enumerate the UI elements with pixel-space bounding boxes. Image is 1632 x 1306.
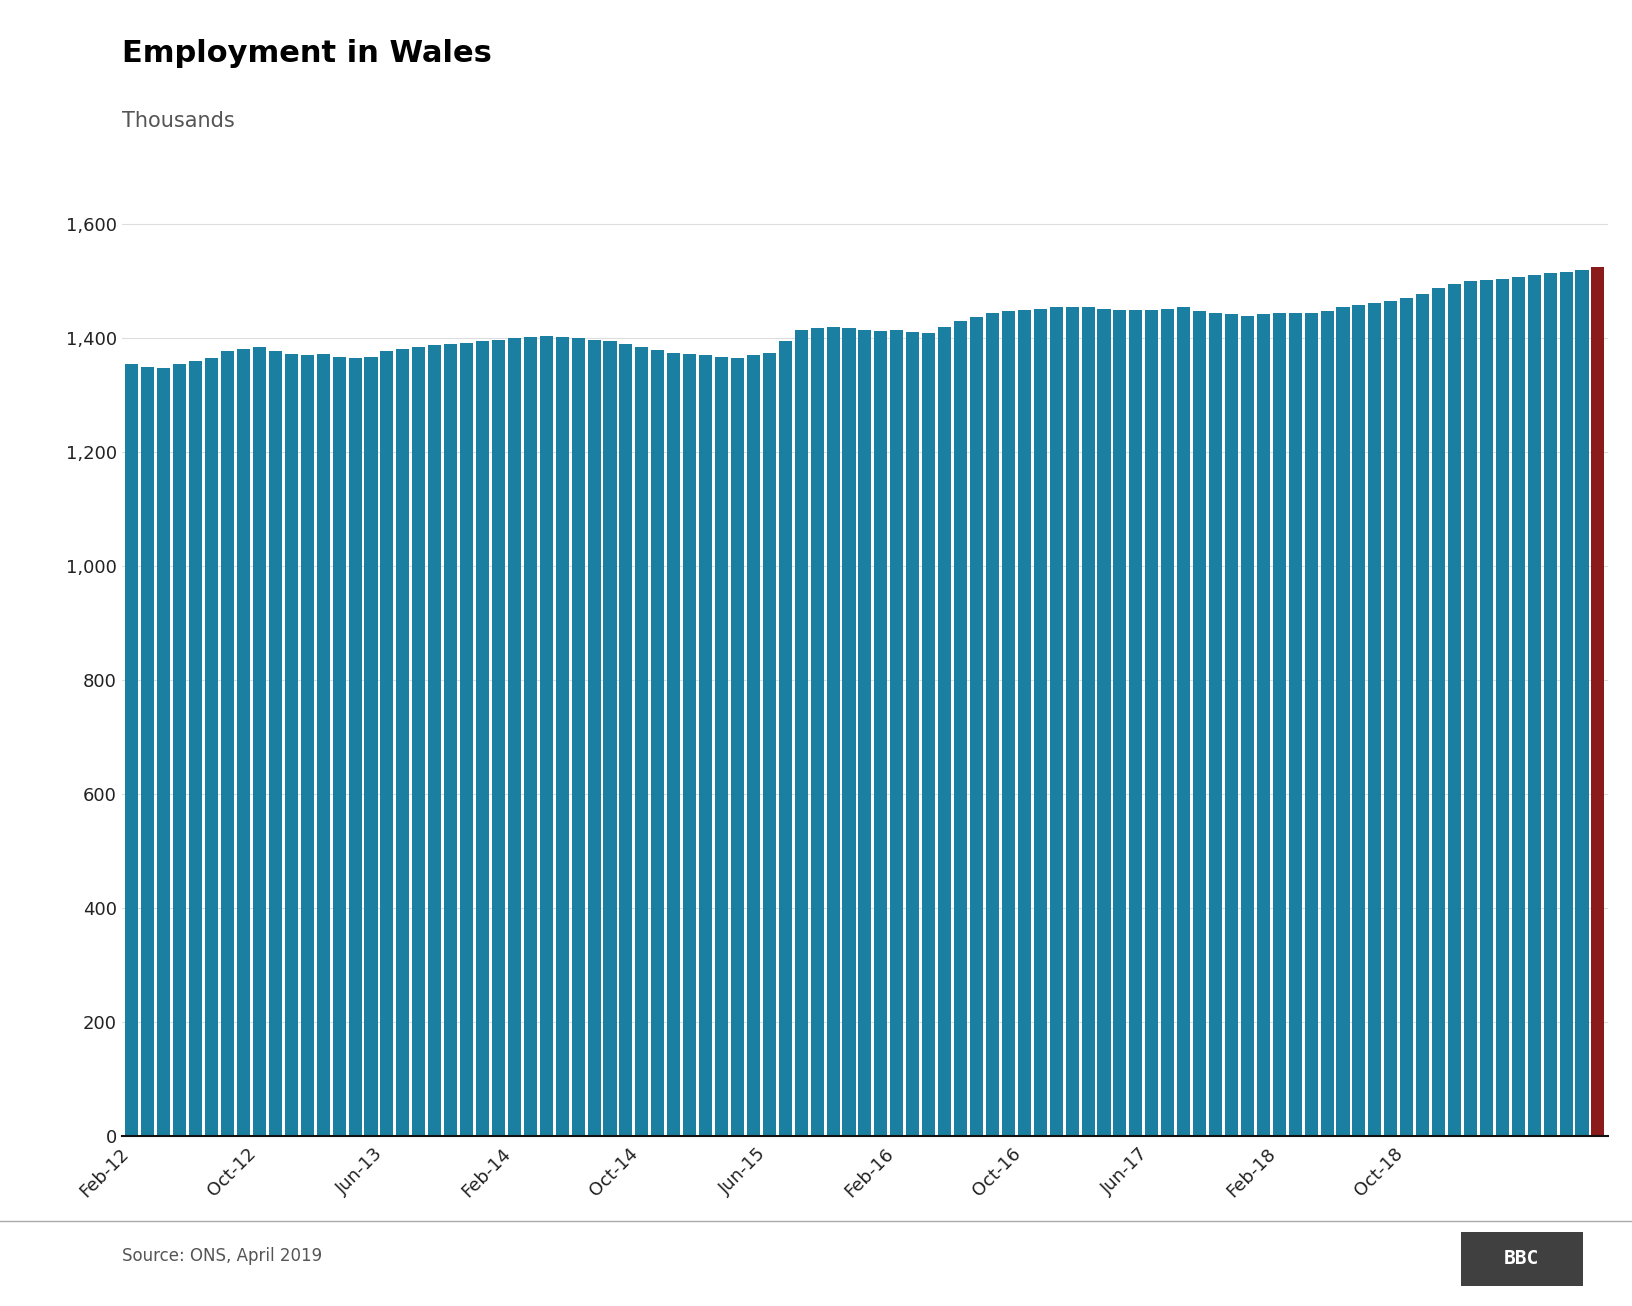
Bar [1033,308,1046,1136]
Bar [1353,306,1366,1136]
Bar [1082,307,1095,1136]
Bar [1511,277,1524,1136]
Bar [1544,273,1557,1136]
Bar [747,355,761,1136]
Bar [157,368,170,1136]
Bar [126,364,139,1136]
Bar [508,338,521,1136]
Bar [220,351,233,1136]
Bar [1304,312,1317,1136]
Bar [1337,307,1350,1136]
Bar [460,343,473,1136]
Bar [778,341,792,1136]
Bar [269,351,282,1136]
Bar [189,362,202,1136]
Text: Source: ONS, April 2019: Source: ONS, April 2019 [122,1247,323,1266]
Bar [1146,310,1159,1136]
Bar [206,358,219,1136]
Bar [284,354,299,1136]
Bar [1368,303,1381,1136]
Bar [1113,310,1126,1136]
Bar [237,349,250,1136]
Bar [1560,272,1573,1136]
Bar [1066,307,1079,1136]
Bar [1448,285,1461,1136]
Text: Thousands: Thousands [122,111,235,131]
Bar [1384,302,1397,1136]
Bar [1002,311,1015,1136]
Bar [1400,299,1413,1136]
Bar [875,330,888,1136]
Bar [731,358,744,1136]
Bar [1273,312,1286,1136]
Bar [620,343,633,1136]
Bar [333,357,346,1136]
Bar [698,355,712,1136]
Bar [684,354,697,1136]
Bar [969,317,982,1136]
Bar [906,332,919,1136]
Bar [588,340,601,1136]
Bar [1049,307,1062,1136]
Bar [142,367,155,1136]
Bar [1528,274,1541,1136]
Bar [1497,278,1510,1136]
Bar [667,353,681,1136]
Bar [364,357,377,1136]
Bar [477,341,490,1136]
Bar [253,347,266,1136]
Bar [795,330,808,1136]
Bar [1289,312,1302,1136]
Bar [1320,311,1333,1136]
Bar [300,355,313,1136]
Bar [891,330,904,1136]
Text: Employment in Wales: Employment in Wales [122,39,493,68]
Bar [444,343,457,1136]
Bar [1193,311,1206,1136]
Bar [604,341,617,1136]
Bar [397,349,410,1136]
Bar [1591,268,1604,1136]
Bar [1177,307,1190,1136]
Bar [413,347,426,1136]
Bar [651,350,664,1136]
Bar [858,330,871,1136]
Bar [1129,310,1142,1136]
Bar [491,340,504,1136]
Bar [1209,312,1222,1136]
Bar [540,336,553,1136]
Bar [349,358,362,1136]
Bar [380,351,393,1136]
Bar [1464,281,1477,1136]
Bar [1431,289,1446,1136]
Text: BBC: BBC [1505,1250,1539,1268]
Bar [955,321,968,1136]
Bar [524,337,537,1136]
Bar [1162,308,1175,1136]
Bar [1226,315,1239,1136]
Bar [571,338,584,1136]
Bar [715,357,728,1136]
Bar [762,353,775,1136]
Bar [1575,270,1588,1136]
Bar [1257,315,1270,1136]
Bar [938,326,951,1136]
Bar [1097,308,1110,1136]
Bar [555,337,568,1136]
Bar [173,364,186,1136]
Bar [811,328,824,1136]
Bar [826,326,839,1136]
Bar [842,328,855,1136]
Bar [1417,294,1430,1136]
Bar [635,347,648,1136]
Bar [1480,281,1493,1136]
Bar [1018,310,1031,1136]
Bar [317,354,330,1136]
Bar [1240,316,1253,1136]
Bar [986,312,999,1136]
Bar [428,345,441,1136]
Bar [922,333,935,1136]
